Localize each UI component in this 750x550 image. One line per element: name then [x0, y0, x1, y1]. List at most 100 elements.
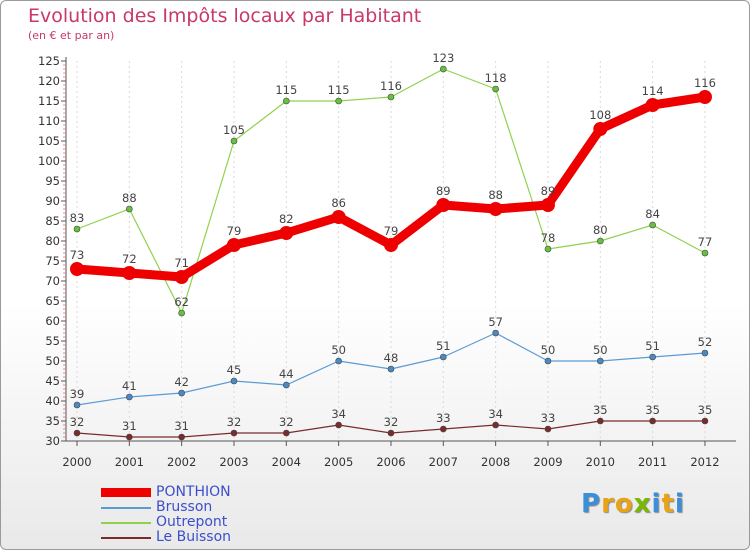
- data-point-le-buisson: [283, 429, 290, 437]
- data-point-brusson: [178, 389, 185, 397]
- data-label-outrepont: 116: [380, 79, 402, 93]
- data-label-le-buisson: 32: [279, 415, 294, 429]
- data-label-brusson: 51: [436, 339, 451, 353]
- series-lines: [70, 65, 712, 441]
- data-label-outrepont: 80: [593, 223, 608, 237]
- data-label-ponthion: 72: [122, 252, 137, 266]
- chart-subtitle: (en € et par an): [28, 29, 115, 42]
- y-tick-label: 75: [45, 254, 60, 268]
- data-point-brusson: [126, 393, 133, 401]
- logo-letter: i: [651, 489, 662, 519]
- proxiti-logo: Proxiti: [581, 489, 685, 519]
- legend-label: PONTHION: [156, 484, 231, 500]
- data-label-brusson: 52: [698, 335, 713, 349]
- data-point-ponthion: [540, 198, 555, 212]
- y-tick-label: 55: [45, 334, 60, 348]
- chart-title: Evolution des Impôts locaux par Habitant: [28, 5, 422, 27]
- data-point-ponthion: [488, 202, 503, 216]
- data-point-ponthion: [174, 270, 189, 284]
- x-tick-label: 2001: [115, 455, 144, 469]
- data-point-brusson: [649, 353, 656, 361]
- data-point-le-buisson: [387, 429, 395, 437]
- y-tick-label: 90: [45, 194, 60, 208]
- x-tick-label: 2004: [272, 455, 301, 469]
- data-point-brusson: [230, 377, 238, 385]
- y-tick-label: 50: [45, 354, 60, 368]
- data-label-outrepont: 123: [432, 51, 454, 65]
- x-tick-label: 2008: [481, 455, 510, 469]
- data-label-brusson: 50: [541, 343, 556, 357]
- axes: 30 35 40 45 50 55 60 65 70 75 80 85 90 95 100 105 110 115…: [38, 54, 736, 469]
- data-point-outrepont: [178, 309, 185, 317]
- x-tick-label: 2006: [376, 455, 405, 469]
- x-tick-label: 2011: [638, 455, 667, 469]
- data-point-outrepont: [701, 249, 709, 257]
- data-point-outrepont: [335, 97, 342, 105]
- y-tick-label: 95: [45, 174, 60, 188]
- data-point-le-buisson: [649, 417, 656, 425]
- data-point-ponthion: [436, 198, 451, 212]
- y-tick-label: 105: [38, 134, 60, 148]
- data-point-outrepont: [283, 97, 290, 105]
- data-label-le-buisson: 32: [70, 415, 85, 429]
- data-point-le-buisson: [230, 429, 238, 437]
- data-label-ponthion: 71: [174, 256, 189, 270]
- data-point-ponthion: [331, 210, 346, 224]
- data-point-le-buisson: [440, 425, 447, 433]
- data-point-brusson: [492, 329, 499, 337]
- data-label-brusson: 50: [593, 343, 608, 357]
- data-label-outrepont: 118: [485, 71, 507, 85]
- x-tick-label: 2005: [324, 455, 353, 469]
- data-label-ponthion: 82: [279, 212, 294, 226]
- data-label-le-buisson: 31: [174, 419, 189, 433]
- data-label-brusson: 44: [279, 367, 294, 381]
- data-point-ponthion: [122, 266, 137, 280]
- y-tick-label: 100: [38, 154, 60, 168]
- data-point-outrepont: [230, 137, 238, 145]
- legend-swatch: [101, 488, 151, 497]
- logo-letter: P: [581, 489, 602, 519]
- data-label-brusson: 42: [174, 375, 189, 389]
- y-tick-label: 45: [45, 374, 60, 388]
- data-point-brusson: [596, 357, 604, 365]
- data-label-le-buisson: 34: [488, 407, 503, 421]
- y-tick-label: 40: [45, 394, 60, 408]
- data-label-le-buisson: 33: [541, 411, 556, 425]
- data-label-ponthion: 79: [227, 224, 242, 238]
- data-point-outrepont: [73, 225, 81, 233]
- data-point-outrepont: [126, 205, 133, 213]
- y-tick-label: 115: [38, 94, 60, 108]
- x-tick-label: 2010: [586, 455, 615, 469]
- data-point-le-buisson: [335, 421, 342, 429]
- data-label-brusson: 51: [645, 339, 660, 353]
- data-point-outrepont: [544, 245, 552, 253]
- logo-letter: o: [614, 489, 634, 519]
- data-point-brusson: [73, 401, 81, 409]
- data-point-brusson: [701, 349, 709, 357]
- data-point-le-buisson: [73, 429, 81, 437]
- legend-label: Le Buisson: [156, 529, 232, 545]
- x-tick-label: 2007: [429, 455, 458, 469]
- legend-swatch: [101, 506, 151, 509]
- data-label-ponthion: 73: [70, 248, 85, 262]
- data-point-outrepont: [649, 221, 656, 229]
- data-point-ponthion: [226, 238, 241, 252]
- x-tick-label: 2002: [167, 455, 196, 469]
- data-label-ponthion: 86: [331, 196, 346, 210]
- logo-letter: i: [674, 489, 685, 519]
- data-point-brusson: [335, 357, 342, 365]
- data-point-le-buisson: [492, 421, 499, 429]
- data-point-ponthion: [70, 262, 84, 276]
- data-label-brusson: 50: [331, 343, 346, 357]
- y-tick-label: 30: [45, 434, 60, 448]
- data-label-brusson: 45: [227, 363, 242, 377]
- data-label-outrepont: 77: [698, 235, 713, 249]
- y-tick-label: 70: [45, 274, 60, 288]
- y-tick-label: 80: [45, 234, 60, 248]
- data-label-outrepont: 115: [275, 83, 297, 97]
- data-label-le-buisson: 35: [593, 403, 608, 417]
- y-tick-label: 85: [45, 214, 60, 228]
- y-tick-label: 65: [45, 294, 60, 308]
- legend-swatch: [101, 521, 151, 524]
